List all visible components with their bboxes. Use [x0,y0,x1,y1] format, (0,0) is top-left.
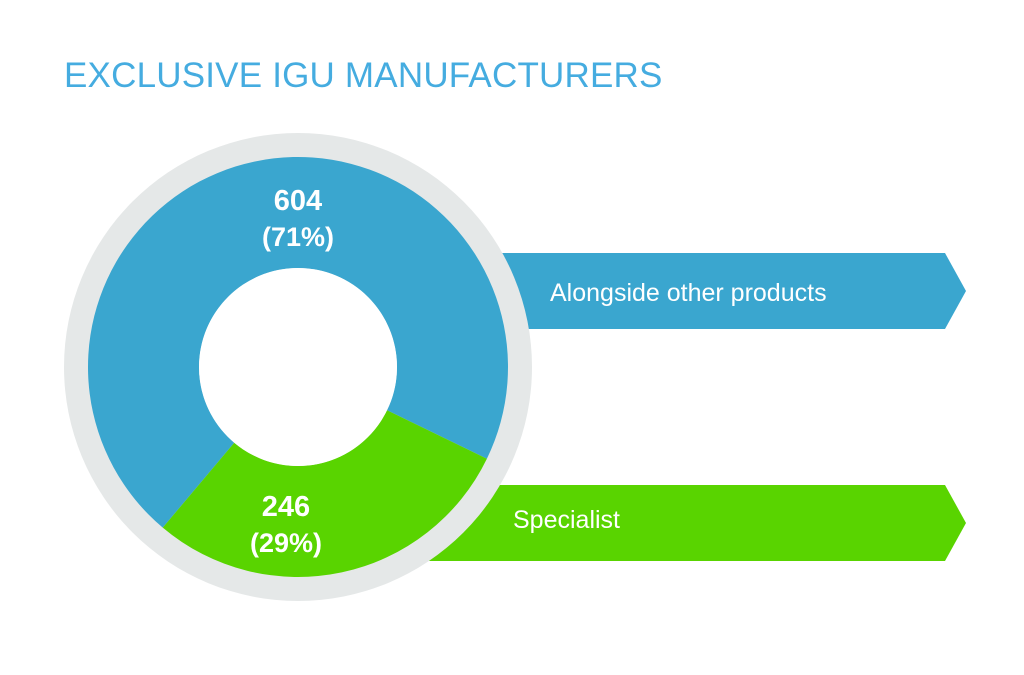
legend-label-1: Alongside other products [550,279,827,307]
legend-ribbon-2 [380,485,966,561]
slice-value-label-2: 246 [262,491,310,523]
ribbon-layer: Alongside other products Specialist [380,253,966,561]
chart-title: EXCLUSIVE IGU MANUFACTURERS [64,56,663,95]
slice-layer [88,156,509,577]
pie-slice-1 [88,156,509,528]
donut-hole [199,268,397,466]
pie-slice-2 [162,410,487,577]
label-layer: 604 (71%) 246 (29%) [250,185,334,558]
legend-label-2: Specialist [513,506,620,534]
slice-percent-label-1: (71%) [262,222,334,252]
legend-ribbon-1 [380,253,966,329]
slice-value-label-1: 604 [274,185,322,217]
slice-percent-label-2: (29%) [250,528,322,558]
